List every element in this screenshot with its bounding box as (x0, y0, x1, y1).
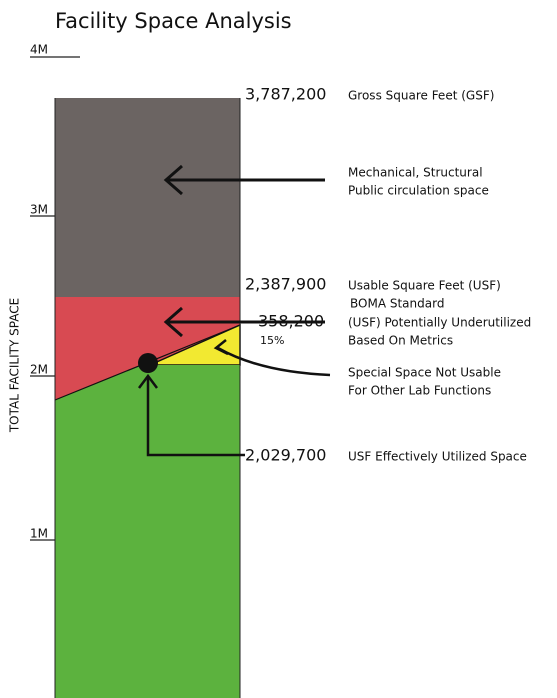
marker-dot (138, 353, 158, 373)
effective-area (55, 362, 240, 698)
value-label: 2,029,700 (245, 446, 326, 465)
tick-label: 4M (30, 43, 48, 57)
value-label: 2,387,900 (245, 275, 326, 294)
tick-label: 3M (30, 203, 48, 217)
arrow (146, 378, 245, 457)
label: USF Effectively Utilized Space (348, 450, 527, 464)
arrow-head (163, 306, 183, 338)
axis-label: TOTAL FACILITY SPACE (8, 298, 22, 433)
tick-label: 1M (30, 527, 48, 541)
label: Mechanical, Structural (348, 166, 483, 180)
gross-area (55, 98, 240, 297)
tick-label: 2M (30, 363, 48, 377)
label: (USF) Potentially Underutilized (348, 316, 531, 330)
label: BOMA Standard (350, 297, 444, 311)
arrow-head (163, 164, 183, 196)
label: For Other Lab Functions (348, 384, 491, 398)
label: Gross Square Feet (GSF) (348, 89, 494, 103)
value-label: 3,787,200 (245, 85, 326, 104)
label: Usable Square Feet (USF) (348, 279, 501, 293)
arrows (138, 164, 331, 457)
label: Special Space Not Usable (348, 366, 501, 380)
arrow-head (138, 373, 158, 389)
arrow-head (213, 339, 229, 356)
value-label: 358,200 (258, 312, 324, 331)
title: Facility Space Analysis (55, 9, 292, 33)
percent-label: 15% (260, 334, 284, 347)
label: Based On Metrics (348, 334, 453, 348)
label: Public circulation space (348, 184, 489, 198)
